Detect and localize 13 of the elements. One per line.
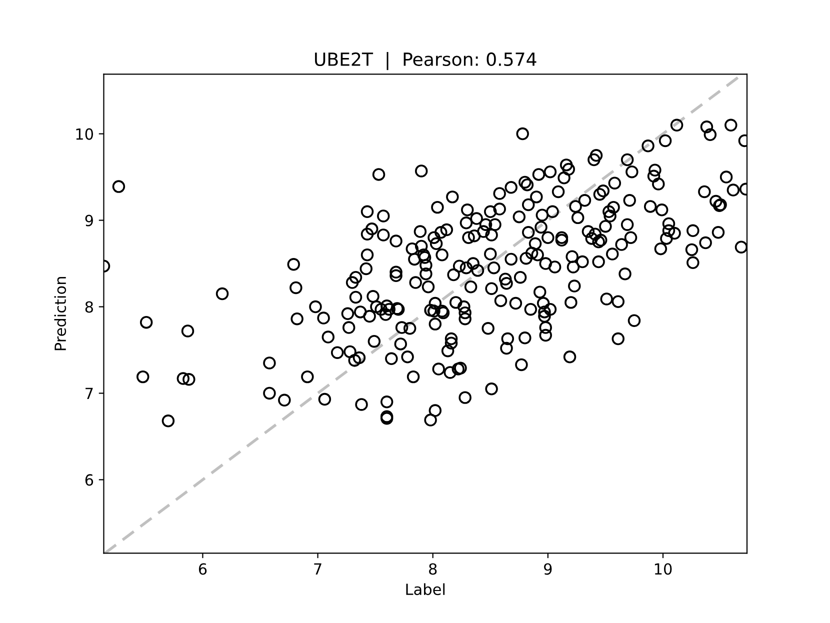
y-tick-label: 9 (85, 214, 93, 226)
y-tick-label: 7 (86, 388, 93, 400)
y-tick-label: 6 (85, 474, 94, 486)
y-tick-label: 10 (76, 128, 94, 140)
y-axis-title: Prediction (54, 277, 66, 350)
x-tick-label: 9 (544, 563, 552, 575)
x-tick-label: 8 (429, 563, 437, 575)
x-tick-label: 6 (198, 563, 207, 575)
x-tick-label: 10 (654, 563, 672, 575)
x-tick-label: 7 (314, 563, 322, 575)
chart-title: UBE2T | Pearson: 0.574 (315, 52, 536, 70)
y-tick-label: 8 (85, 301, 93, 313)
x-axis-title: Label (406, 583, 445, 596)
